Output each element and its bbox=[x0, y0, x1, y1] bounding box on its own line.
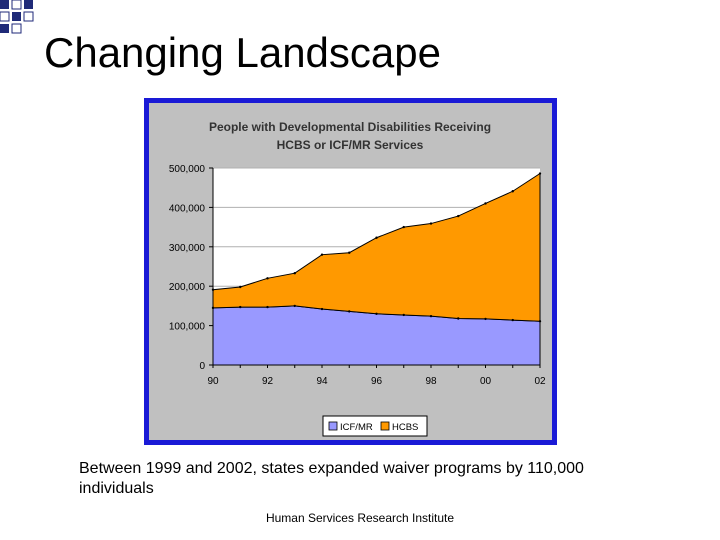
legend-label-hcbs: HCBS bbox=[392, 422, 418, 433]
legend-swatch-icf-mr bbox=[328, 421, 338, 431]
x-tick-label: 92 bbox=[262, 376, 274, 387]
x-tick-label: 98 bbox=[425, 376, 437, 387]
data-point-icf-mr bbox=[429, 314, 433, 318]
legend-swatch-hcbs bbox=[380, 421, 390, 431]
data-point-hcbs bbox=[375, 236, 378, 239]
data-point-hcbs bbox=[320, 253, 324, 256]
deco-square bbox=[0, 0, 9, 9]
chart-title-line-1: People with Developmental Disabilities R… bbox=[209, 120, 491, 134]
data-point-icf-mr bbox=[402, 313, 405, 317]
x-tick-label: 94 bbox=[316, 376, 328, 387]
data-point-icf-mr bbox=[348, 310, 351, 313]
x-tick-label: 00 bbox=[480, 376, 492, 387]
legend-box bbox=[322, 415, 428, 437]
data-point-icf-mr bbox=[239, 305, 242, 309]
data-point-hcbs bbox=[239, 285, 242, 289]
deco-square bbox=[12, 12, 21, 21]
chart-frame: People with Developmental Disabilities R… bbox=[144, 98, 557, 445]
slide-caption: Between 1999 and 2002, states expanded w… bbox=[79, 460, 584, 497]
data-point-icf-mr bbox=[320, 307, 324, 311]
deco-square bbox=[0, 11, 10, 22]
y-tick-label: 200,000 bbox=[169, 282, 206, 293]
data-point-hcbs bbox=[538, 172, 542, 175]
data-point-hcbs bbox=[402, 225, 405, 229]
data-point-icf-mr bbox=[375, 312, 378, 315]
data-point-hcbs bbox=[293, 271, 296, 275]
data-point-hcbs bbox=[266, 277, 269, 280]
slide-title: Changing Landscape bbox=[44, 29, 441, 76]
chart-title-line-2: HCBS or ICF/MR Services bbox=[277, 138, 424, 152]
deco-square bbox=[0, 24, 9, 33]
x-tick-label: 02 bbox=[534, 376, 546, 387]
y-tick-label: 400,000 bbox=[169, 203, 206, 214]
legend-label-icf-mr: ICF/MR bbox=[340, 422, 373, 433]
data-point-icf-mr bbox=[538, 320, 542, 323]
data-point-icf-mr bbox=[293, 304, 296, 308]
y-tick-label: 500,000 bbox=[169, 164, 206, 175]
deco-square bbox=[11, 23, 22, 34]
data-point-icf-mr bbox=[484, 317, 487, 321]
data-point-hcbs bbox=[348, 251, 351, 254]
slide-footer: Human Services Research Institute bbox=[265, 511, 455, 525]
deco-square bbox=[23, 11, 34, 22]
area-chart: People with Developmental Disabilities R… bbox=[169, 120, 546, 437]
deco-square bbox=[24, 0, 33, 9]
y-tick-label: 0 bbox=[199, 361, 205, 372]
y-tick-label: 100,000 bbox=[169, 322, 206, 333]
slide-decoration bbox=[0, 0, 34, 34]
data-point-icf-mr bbox=[511, 318, 514, 322]
y-tick-label: 300,000 bbox=[169, 243, 206, 254]
data-point-hcbs bbox=[511, 190, 514, 193]
x-tick-label: 96 bbox=[371, 376, 383, 387]
data-point-icf-mr bbox=[457, 317, 460, 320]
data-point-hcbs bbox=[457, 214, 460, 218]
x-tick-label: 90 bbox=[207, 376, 219, 387]
deco-square bbox=[11, 0, 22, 10]
data-point-icf-mr bbox=[266, 305, 269, 309]
data-point-hcbs bbox=[429, 222, 433, 225]
data-point-hcbs bbox=[484, 202, 487, 205]
